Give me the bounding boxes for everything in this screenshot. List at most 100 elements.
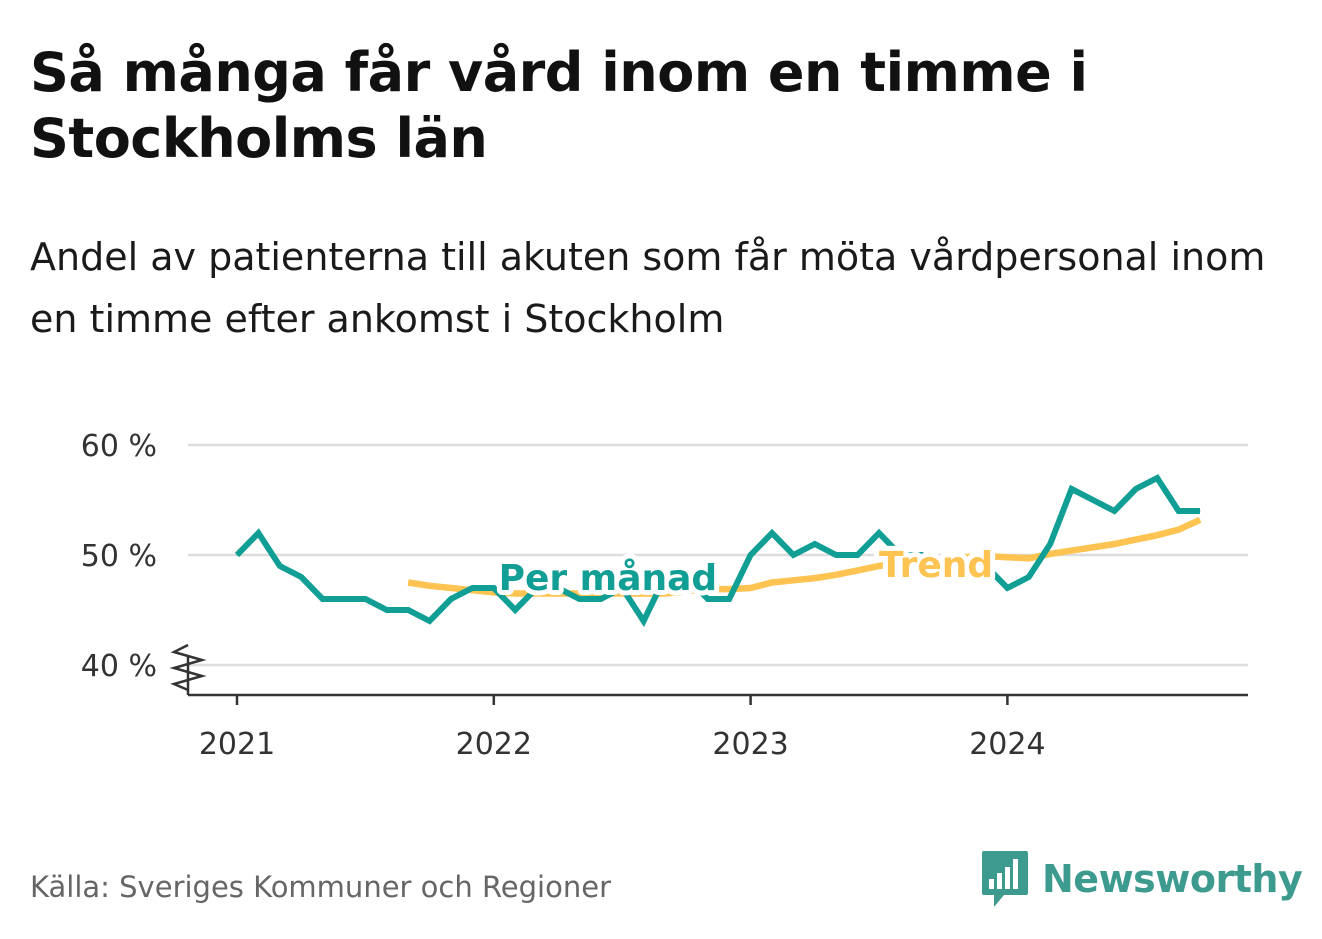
trend-point <box>600 593 602 594</box>
brand[interactable]: Newsworthy <box>980 848 1303 910</box>
monthly-point <box>1156 477 1158 479</box>
trend-point <box>707 588 709 590</box>
monthly-point <box>279 565 281 567</box>
monthly-point <box>942 565 944 567</box>
trend-point <box>942 557 944 559</box>
trend-point <box>536 593 538 594</box>
trend-point <box>557 593 559 594</box>
monthly-point <box>364 598 366 600</box>
monthly-point <box>600 598 602 600</box>
series-labels: Per månad Trend <box>494 540 999 604</box>
trend-point <box>1113 543 1115 545</box>
monthly-point <box>1028 576 1030 578</box>
trend-point <box>964 556 966 558</box>
trend-point <box>1006 556 1008 558</box>
monthly-point <box>493 587 495 589</box>
monthly-point <box>407 609 409 611</box>
y-tick-label: 60 % <box>81 429 157 464</box>
monthly-point <box>343 598 345 600</box>
trend-point <box>450 587 452 589</box>
monthly-point <box>964 565 966 567</box>
monthly-point <box>814 543 816 545</box>
monthly-point <box>878 532 880 534</box>
monthly-point <box>1113 510 1115 512</box>
trend-point <box>771 582 773 583</box>
monthly-point <box>300 576 302 578</box>
monthly-point <box>728 598 730 600</box>
x-tick-label: 2023 <box>712 727 788 762</box>
monthly-point <box>257 532 259 534</box>
axis-break-icon <box>169 643 207 692</box>
trend-point <box>857 569 859 571</box>
trend-point <box>1156 534 1158 536</box>
trend-point <box>835 574 837 576</box>
trend-point <box>429 585 431 587</box>
monthly-point <box>450 598 452 600</box>
monthly-series-label: Per månad <box>499 558 718 599</box>
trend-point <box>1071 550 1073 552</box>
monthly-point <box>792 554 794 556</box>
trend-point <box>728 588 730 590</box>
x-tick-label: 2024 <box>969 727 1045 762</box>
gridlines <box>188 443 1248 667</box>
monthly-point <box>921 554 923 556</box>
monthly-point <box>1006 587 1008 589</box>
monthly-point <box>899 554 901 556</box>
trend-point <box>1178 529 1180 531</box>
monthly-point <box>1049 543 1051 545</box>
trend-point <box>664 593 666 594</box>
trend-point <box>1092 546 1094 548</box>
x-tick-label: 2022 <box>456 727 532 762</box>
monthly-point <box>429 620 431 622</box>
monthly-point <box>857 554 859 556</box>
trend-point <box>1049 553 1051 555</box>
monthly-point <box>835 554 837 556</box>
brand-name: Newsworthy <box>1042 857 1303 901</box>
trend-point <box>643 593 645 594</box>
trend-point <box>685 590 687 592</box>
trend-point <box>814 577 816 579</box>
line-chart: 40 % 50 % 60 % 2021 2022 2023 2024 Per månad Tr… <box>81 429 1248 762</box>
y-tick-label: 50 % <box>81 539 157 574</box>
chart-subtitle: Andel av patienterna till akuten som får… <box>30 235 1266 341</box>
chart-title: Så många får vård inom en timme i Stockh… <box>30 41 1088 170</box>
y-tick-label: 40 % <box>81 649 157 684</box>
monthly-point <box>386 609 388 611</box>
source-note: Källa: Sveriges Kommuner och Regioner <box>30 870 612 904</box>
monthly-point <box>557 587 559 589</box>
monthly-point <box>578 598 580 600</box>
trend-line <box>407 516 1202 597</box>
monthly-point <box>621 587 623 589</box>
trend-point <box>1199 519 1201 521</box>
monthly-point <box>514 609 516 611</box>
monthly-point <box>236 554 238 556</box>
monthly-point <box>685 576 687 578</box>
monthly-point <box>1092 499 1094 501</box>
monthly-point <box>1199 510 1201 512</box>
trend-point <box>514 593 516 594</box>
monthly-point <box>643 620 645 622</box>
trend-point <box>985 555 987 557</box>
trend-point <box>407 582 409 583</box>
monthly-point <box>985 565 987 567</box>
monthly-point <box>471 587 473 589</box>
trend-point <box>578 593 580 594</box>
monthly-point <box>1178 510 1180 512</box>
trend-point <box>1135 539 1137 541</box>
monthly-point <box>771 532 773 534</box>
monthly-point <box>664 576 666 578</box>
monthly-point <box>750 554 752 556</box>
monthly-point <box>1071 488 1073 490</box>
series <box>234 474 1202 628</box>
monthly-point <box>1135 488 1137 490</box>
x-tick-label: 2021 <box>199 727 275 762</box>
trend-point <box>792 579 794 581</box>
axes: 40 % 50 % 60 % 2021 2022 2023 2024 <box>81 429 1248 762</box>
monthly-point <box>536 587 538 589</box>
monthly-point <box>322 598 324 600</box>
trend-series-label: Trend <box>879 545 993 586</box>
newsworthy-logo-icon <box>982 851 1028 907</box>
trend-point <box>750 587 752 589</box>
trend-point <box>878 565 880 567</box>
monthly-point <box>707 598 709 600</box>
